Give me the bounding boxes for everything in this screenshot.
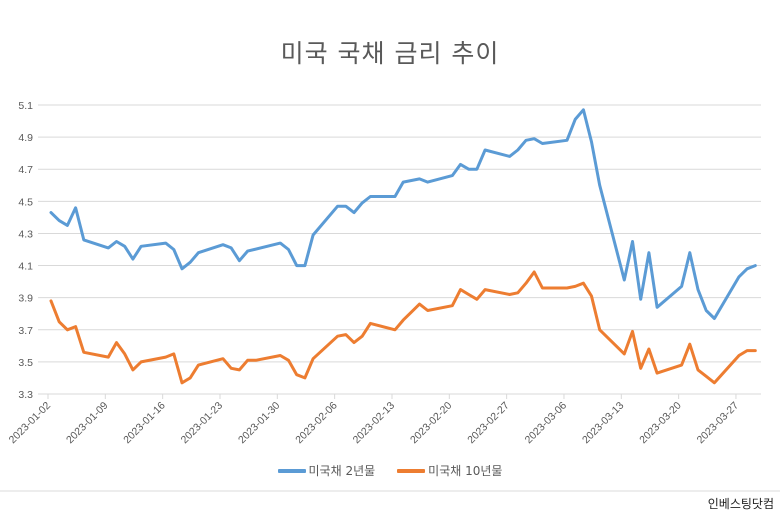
x-tick-label: 2023-02-13 xyxy=(351,400,398,447)
series-line-10y xyxy=(49,270,757,385)
series-line-2y xyxy=(49,108,757,320)
x-tick-label: 2023-01-02 xyxy=(7,400,54,447)
x-tick-label: 2023-01-30 xyxy=(236,400,283,447)
x-tick-label: 2023-01-23 xyxy=(179,400,226,447)
x-tick-label: 2023-03-20 xyxy=(637,400,684,447)
source-label: 인베스팅닷컴 xyxy=(707,497,774,511)
line-chart: 3.3 3.5 3.7 3.9 4.1 4.3 4.5 4.7 4.9 5.1 2023-01-02… xyxy=(7,100,761,447)
y-tick-label: 5.1 xyxy=(18,100,33,112)
y-tick-label: 4.9 xyxy=(18,132,33,144)
x-tick-label: 2023-01-16 xyxy=(121,400,168,447)
legend-swatch-2y xyxy=(277,468,306,473)
y-tick-label: 4.5 xyxy=(18,196,33,208)
x-tick-label: 2023-03-13 xyxy=(580,400,627,447)
y-tick-label: 3.3 xyxy=(18,389,33,401)
legend-swatch-10y xyxy=(397,468,426,473)
divider xyxy=(0,490,780,492)
legend-item-10y[interactable]: 미국채 10년물 xyxy=(397,462,502,479)
legend: 미국채 2년물 미국채 10년물 xyxy=(0,462,780,479)
x-tick-label: 2023-01-09 xyxy=(64,400,111,447)
y-tick-label: 4.7 xyxy=(18,164,33,176)
x-tick-label: 2023-02-06 xyxy=(293,400,340,447)
legend-item-2y[interactable]: 미국채 2년물 xyxy=(277,462,376,479)
legend-label-10y: 미국채 10년물 xyxy=(428,464,503,478)
chart-title: 미국 국채 금리 추이 xyxy=(280,39,500,68)
x-tick-label: 2023-02-20 xyxy=(408,400,455,447)
legend-label-2y: 미국채 2년물 xyxy=(308,464,376,478)
x-tick-label: 2023-03-27 xyxy=(695,400,742,447)
y-tick-label: 3.7 xyxy=(18,325,33,337)
y-tick-label: 3.9 xyxy=(18,293,33,305)
x-tick-label: 2023-02-27 xyxy=(465,400,512,447)
y-tick-label: 3.5 xyxy=(18,357,33,369)
y-tick-label: 4.3 xyxy=(18,228,33,240)
x-tick-label: 2023-03-06 xyxy=(523,400,570,447)
y-tick-label: 4.1 xyxy=(18,261,33,273)
